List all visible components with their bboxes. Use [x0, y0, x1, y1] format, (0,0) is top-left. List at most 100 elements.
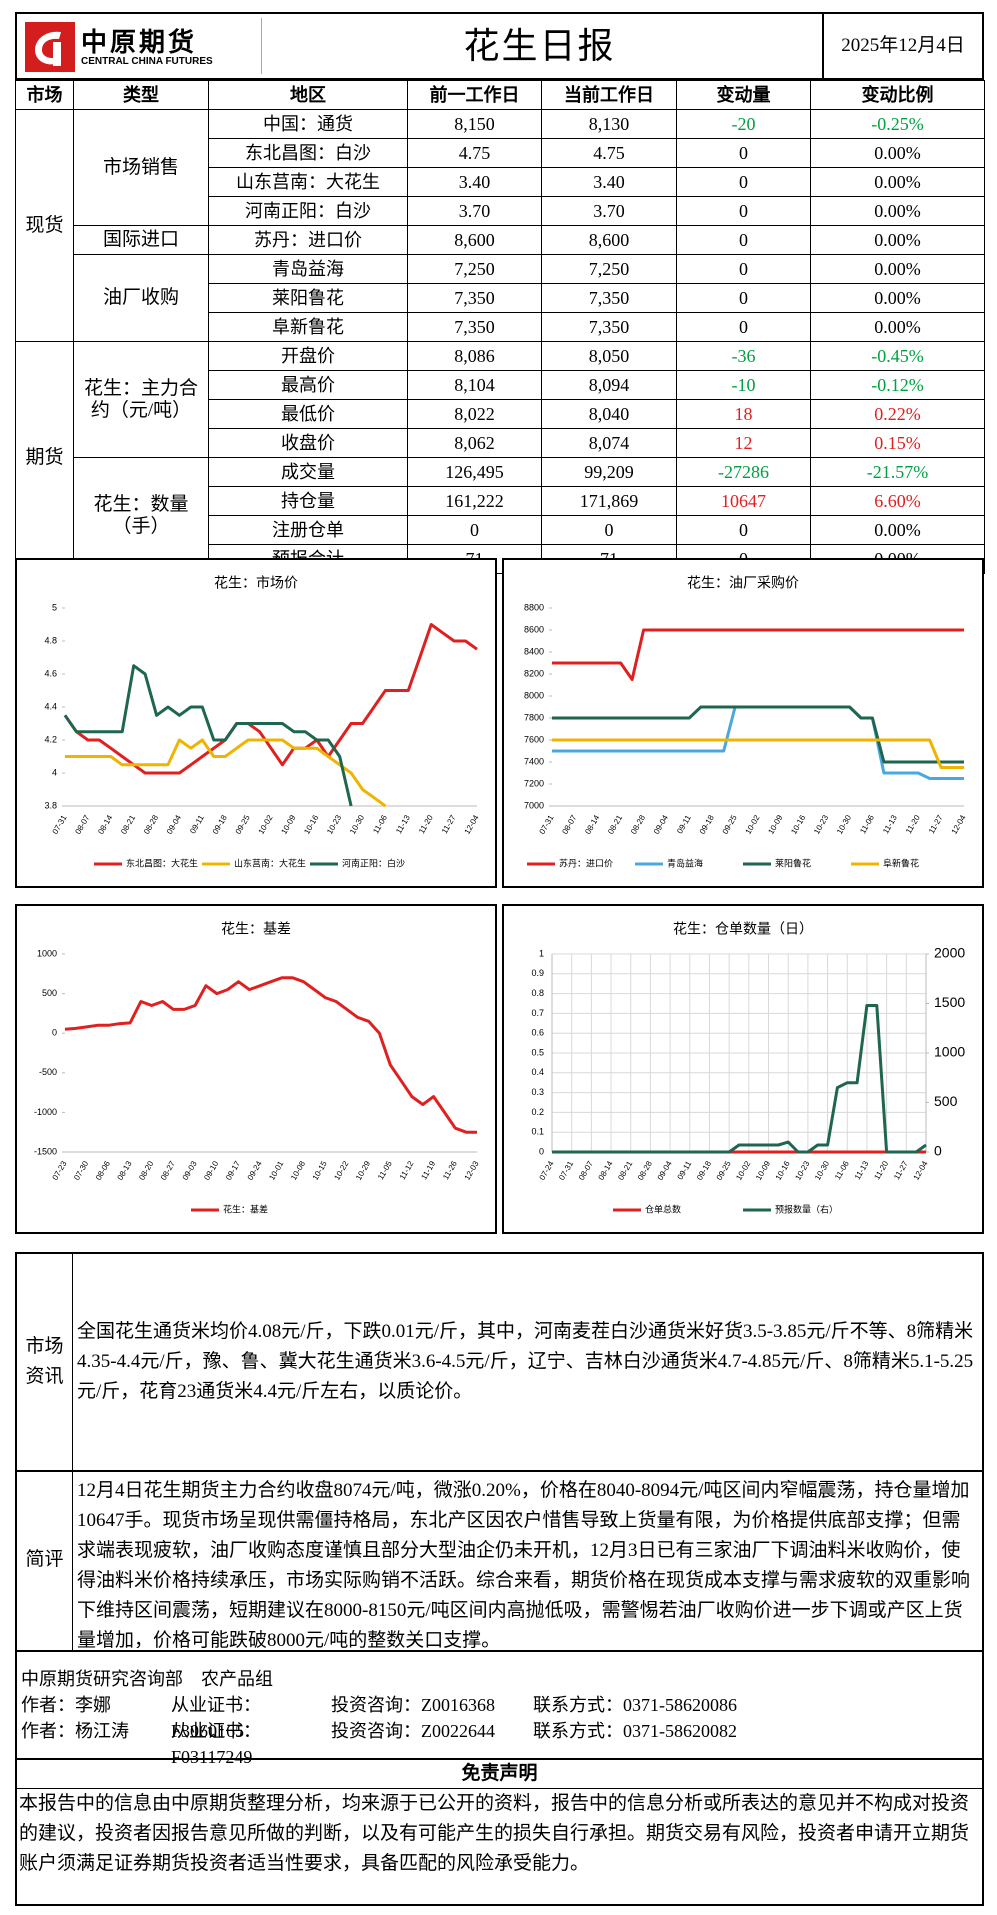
x-tick-label: 10-30 — [813, 1159, 831, 1182]
table-cell: 3.70 — [407, 196, 542, 226]
table-cell: 8,040 — [541, 399, 677, 429]
y-tick-label: 4.2 — [44, 734, 57, 744]
x-tick-label: 11-13 — [853, 1159, 871, 1181]
table-cell: 7,350 — [407, 283, 542, 313]
header: 中原期货 CENTRAL CHINA FUTURES 花生日报 2025年12月… — [15, 12, 984, 80]
x-tick-label: 09-11 — [675, 813, 693, 835]
section-label: 市场资讯 — [17, 1254, 73, 1470]
x-tick-label: 07-24 — [538, 1159, 556, 1182]
y2-tick-label: 1000 — [934, 1044, 965, 1060]
x-tick-label: 09-10 — [202, 1159, 220, 1182]
column-header: 前一工作日 — [407, 80, 542, 110]
x-tick-label: 08-07 — [560, 813, 578, 836]
column-header: 市场 — [15, 80, 74, 110]
x-tick-label: 09-25 — [715, 1159, 733, 1182]
y-tick-label: 5 — [52, 602, 57, 612]
table-cell: 青岛益海 — [208, 254, 408, 284]
table-cell: 10647 — [676, 486, 811, 516]
column-header: 当前工作日 — [541, 80, 677, 110]
x-tick-label: 08-14 — [96, 813, 114, 836]
disclaimer-title: 免责声明 — [17, 1760, 982, 1789]
y-tick-label: 0.4 — [531, 1067, 544, 1077]
y-tick-label: 0.7 — [531, 1008, 544, 1018]
x-tick-label: 11-26 — [441, 1159, 459, 1181]
author-field: 作者：李娜 — [21, 1695, 111, 1715]
table-cell: 最低价 — [208, 399, 408, 429]
x-tick-label: 09-04 — [165, 813, 183, 836]
x-tick-label: 10-02 — [734, 1159, 752, 1182]
chart-panel: 花生：仓单数量（日） 0 0.1 0.2 0.3 0.4 0.5 0.6 0.7 0.8 0.9 1 0… — [502, 904, 984, 1234]
type-cell: 市场销售 — [73, 109, 209, 226]
table-row: 东北昌图：白沙 4.75 4.75 0 0.00% — [16, 138, 985, 168]
table-row: 国际进口 苏丹：进口价 8,600 8,600 0 0.00% — [16, 225, 985, 255]
x-tick-label: 08-14 — [597, 1159, 615, 1182]
author-field: 联系方式：0371-58620086 — [533, 1695, 737, 1715]
x-tick-label: 10-09 — [766, 813, 784, 836]
x-tick-label: 09-04 — [652, 813, 670, 836]
x-tick-label: 07-31 — [538, 813, 556, 836]
x-tick-label: 08-06 — [94, 1159, 112, 1182]
x-tick-label: 10-23 — [325, 813, 343, 836]
table-cell: 0 — [676, 312, 811, 342]
x-tick-label: 10-30 — [835, 813, 853, 836]
x-tick-label: 08-28 — [636, 1159, 654, 1182]
table-cell: -27286 — [676, 457, 811, 487]
table-cell: 8,104 — [407, 370, 542, 400]
x-tick-label: 11-13 — [881, 813, 899, 835]
table-body: 现货 市场销售 中国：通货 8,150 8,130 -20 -0.25% 东北昌图：白沙 4.7… — [15, 109, 985, 574]
author-row: 作者：李娜 从业证书：F3060165 投资咨询：Z0016368 联系方式：0371… — [21, 1692, 978, 1741]
y2-tick-label: 500 — [934, 1093, 958, 1109]
report-date: 2025年12月4日 — [822, 14, 982, 78]
price-table-wrap: 市场 类型 地区 前一工作日 当前工作日 变动量 变动比例 现货 市场销售 中国：通货 8,150… — [15, 80, 985, 574]
table-row: 油厂收购 青岛益海 7,250 7,250 0 0.00% — [16, 254, 985, 342]
x-tick-label: 09-25 — [721, 813, 739, 836]
section-label: 简评 — [17, 1470, 73, 1650]
x-tick-label: 11-20 — [904, 813, 922, 835]
x-tick-label: 09-04 — [656, 1159, 674, 1182]
table-cell: 18 — [676, 399, 811, 429]
legend-label: 仓单总数 — [645, 1203, 681, 1214]
x-tick-label: 09-03 — [181, 1159, 199, 1182]
logo-mark — [35, 31, 61, 65]
y-tick-label: 4.8 — [44, 635, 57, 645]
legend-label: 山东莒南：大花生 — [234, 857, 306, 868]
table-cell: 0.00% — [810, 254, 985, 284]
series-line — [64, 976, 477, 1134]
table-cell: 4.75 — [407, 138, 542, 168]
legend-label: 预报数量（右） — [775, 1203, 838, 1214]
y-tick-label: -1000 — [34, 1107, 57, 1117]
logo-subtext: CENTRAL CHINA FUTURES — [81, 56, 213, 67]
table-cell: 8,130 — [541, 109, 677, 139]
x-tick-label: 08-21 — [606, 813, 624, 836]
x-tick-label: 09-11 — [188, 813, 206, 835]
table-cell: 3.70 — [541, 196, 677, 226]
table-cell: 0 — [676, 167, 811, 197]
table-cell: 3.40 — [407, 167, 542, 197]
x-tick-label: 10-15 — [311, 1159, 329, 1182]
x-tick-label: 08-13 — [116, 1159, 134, 1182]
x-tick-label: 11-19 — [419, 1159, 437, 1181]
y-tick-label: 500 — [42, 988, 57, 998]
x-tick-label: 10-29 — [354, 1159, 372, 1182]
x-tick-label: 08-20 — [137, 1159, 155, 1182]
section-text: 全国花生通货米均价4.08元/斤，下跌0.01元/斤，其中，河南麦茬白沙通货米好… — [73, 1254, 982, 1470]
header-row: 市场 类型 地区 前一工作日 当前工作日 变动量 变动比例 — [15, 80, 985, 110]
logo: 中原期货 CENTRAL CHINA FUTURES — [21, 18, 262, 74]
table-row: 注册仓单 0 0 0 0.00% — [16, 515, 985, 545]
chart-panel: 花生：市场价 3.8 4 4.2 4.4 4.6 4.8 5 07-31 08-07 08-14 08… — [15, 558, 497, 888]
x-tick-label: 12-04 — [463, 813, 481, 836]
legend-label: 莱阳鲁花 — [775, 857, 811, 868]
x-tick-label: 10-16 — [302, 813, 320, 836]
x-tick-label: 09-18 — [695, 1159, 713, 1182]
review: 简评 12月4日花生期货主力合约收盘8074元/吨，微涨0.20%，价格在804… — [15, 1470, 984, 1652]
chart-panel: 花生：基差 -1500 -1000 -500 0 500 1000 07-23 07-30 08-… — [15, 904, 497, 1234]
table-cell: 中国：通货 — [208, 109, 408, 139]
y-tick-label: -500 — [39, 1067, 57, 1077]
table-cell: 99,209 — [541, 457, 677, 487]
y2-tick-label: 1500 — [934, 994, 965, 1010]
y-tick-label: 8000 — [524, 690, 544, 700]
table-row: 期货 花生：主力合约（元/吨） 开盘价 8,086 8,050 -36 -0.45% — [15, 341, 985, 574]
y-tick-label: 3.8 — [44, 800, 57, 810]
table-cell: -0.45% — [810, 341, 985, 371]
section-text: 12月4日花生期货主力合约收盘8074元/吨，微涨0.20%，价格在8040-8… — [77, 1480, 971, 1648]
